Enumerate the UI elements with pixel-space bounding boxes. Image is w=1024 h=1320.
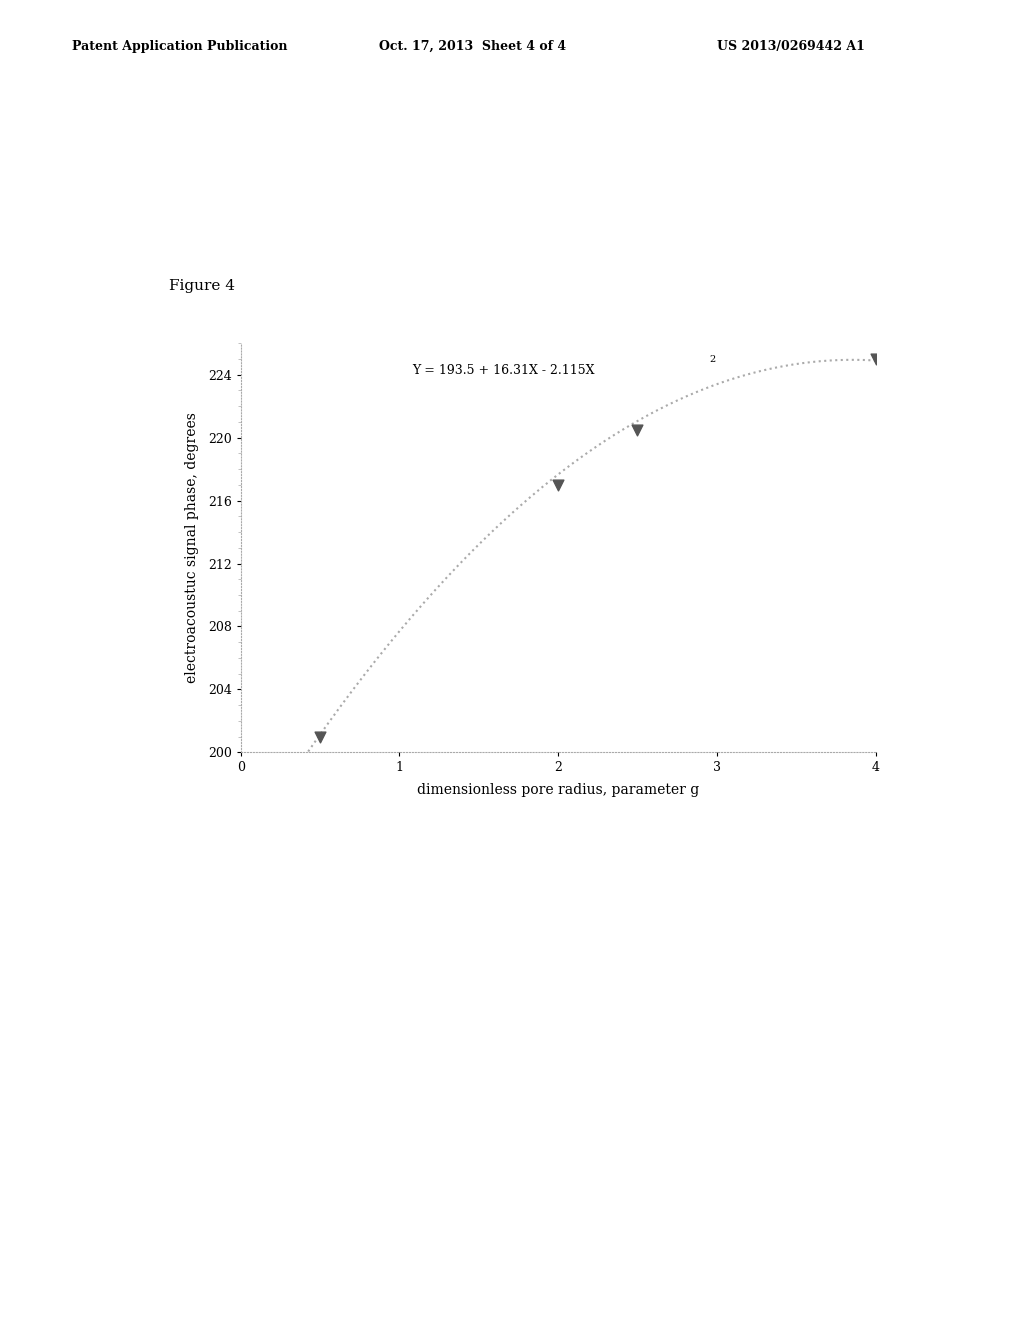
Point xyxy=(311,726,328,747)
Point xyxy=(867,348,884,370)
Text: US 2013/0269442 A1: US 2013/0269442 A1 xyxy=(717,40,864,53)
Y-axis label: electroacoustuc signal phase, degrees: electroacoustuc signal phase, degrees xyxy=(185,412,200,684)
Text: 2: 2 xyxy=(710,355,716,364)
Text: Patent Application Publication: Patent Application Publication xyxy=(72,40,287,53)
Text: Oct. 17, 2013  Sheet 4 of 4: Oct. 17, 2013 Sheet 4 of 4 xyxy=(379,40,566,53)
Text: Figure 4: Figure 4 xyxy=(169,280,234,293)
Text: Y = 193.5 + 16.31X - 2.115X: Y = 193.5 + 16.31X - 2.115X xyxy=(412,364,595,376)
X-axis label: dimensionless pore radius, parameter g: dimensionless pore radius, parameter g xyxy=(417,783,699,797)
Point xyxy=(550,474,566,495)
Point xyxy=(629,420,646,441)
